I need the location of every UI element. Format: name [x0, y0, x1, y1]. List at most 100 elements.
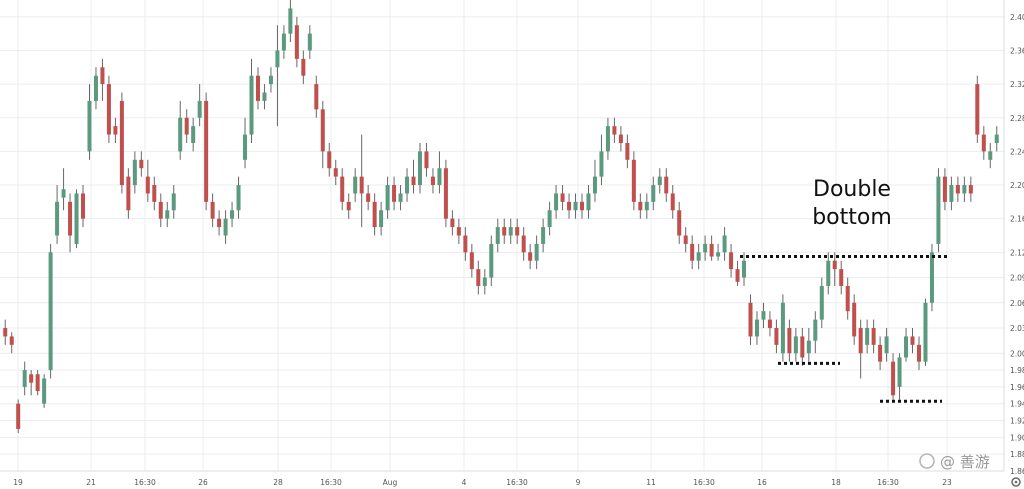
- candle-up: [223, 218, 228, 236]
- candle-down: [774, 328, 779, 345]
- candle-up: [904, 336, 909, 358]
- candle-down: [560, 193, 565, 202]
- candle-up: [489, 243, 494, 278]
- candle-down: [35, 374, 40, 392]
- candle-up: [780, 302, 785, 354]
- price-tick-label: 1.94: [1010, 400, 1024, 409]
- candle-down: [955, 185, 960, 194]
- candle-down: [158, 201, 163, 219]
- price-tick-label: 2.36: [1010, 46, 1024, 55]
- candle-up: [806, 340, 811, 354]
- candle-up: [307, 33, 312, 51]
- candle-up: [657, 176, 662, 186]
- candle-down: [767, 319, 772, 329]
- time-axis: 19 21 16:30 26 28 16:30 Aug 4 16:30 9 11 16:30 16 18 1…: [13, 478, 952, 487]
- candle-down: [113, 126, 118, 135]
- candle-up: [884, 336, 889, 354]
- price-tick-label: 2.28: [1010, 114, 1024, 123]
- candle-down: [126, 176, 131, 211]
- candle-down: [119, 100, 124, 186]
- candle-up: [281, 33, 286, 51]
- candle-up: [249, 75, 254, 135]
- time-tick-label: 16:30: [877, 478, 899, 487]
- candle-up: [288, 8, 293, 34]
- candle-up: [22, 370, 27, 387]
- time-tick-label: Aug: [383, 478, 398, 487]
- candle-down: [878, 344, 883, 362]
- candle-up: [132, 159, 137, 186]
- candle-down: [366, 193, 371, 202]
- time-tick-label: 16:30: [320, 478, 342, 487]
- time-tick-label: 9: [576, 478, 581, 487]
- candle-up: [599, 151, 604, 177]
- candle-up: [988, 151, 993, 160]
- candle-down: [528, 252, 533, 261]
- candle-up: [165, 210, 170, 219]
- price-tick-label: 2.20: [1010, 181, 1024, 190]
- candle-down: [709, 243, 714, 257]
- candle-down: [346, 201, 351, 211]
- candle-up: [275, 50, 280, 68]
- candle-down: [443, 168, 448, 219]
- candles-group: [3, 0, 999, 434]
- price-tick-label: 1.96: [1010, 383, 1024, 392]
- candle-down: [567, 201, 572, 211]
- candle-up: [923, 302, 928, 362]
- time-tick-label: 11: [646, 478, 656, 487]
- candle-up: [819, 285, 824, 320]
- candle-up: [547, 210, 552, 228]
- candle-down: [340, 176, 345, 202]
- candle-up: [48, 252, 53, 371]
- settings-gear-icon[interactable]: [1011, 477, 1021, 487]
- candle-down: [677, 210, 682, 236]
- time-tick-label: 16:30: [693, 478, 715, 487]
- candle-up: [495, 227, 500, 244]
- candle-down: [521, 235, 526, 253]
- candle-down: [68, 201, 73, 236]
- candle-down: [852, 302, 857, 337]
- time-tick-label: 19: [13, 478, 23, 487]
- time-tick-label: 16:30: [506, 478, 528, 487]
- levels-group: [740, 255, 948, 403]
- candle-down: [9, 336, 14, 345]
- candle-up: [243, 134, 248, 160]
- candle-up: [398, 193, 403, 202]
- price-tick-label: 1.88: [1010, 450, 1024, 459]
- annotation-line-2: bottom: [812, 205, 892, 230]
- candle-down: [690, 243, 695, 261]
- candle-down: [106, 84, 111, 135]
- candle-up: [716, 252, 721, 257]
- price-tick-label: 1.98: [1010, 366, 1024, 375]
- time-tick-label: 26: [198, 478, 208, 487]
- candle-down: [424, 151, 429, 169]
- candle-up: [379, 210, 384, 228]
- candle-down: [670, 193, 675, 211]
- price-tick-label: 1.92: [1010, 417, 1024, 426]
- candle-down: [891, 361, 896, 396]
- candle-up: [268, 75, 273, 85]
- candle-up: [929, 252, 934, 303]
- candle-down: [476, 269, 481, 286]
- candle-down: [683, 235, 688, 244]
- candle-up: [534, 243, 539, 261]
- candle-up: [385, 185, 390, 211]
- candle-down: [210, 201, 215, 219]
- candle-up: [93, 75, 98, 101]
- candle-down: [411, 176, 416, 186]
- candle-up: [696, 252, 701, 261]
- time-tick-label: 21: [86, 478, 96, 487]
- candle-down: [502, 227, 507, 236]
- price-tick-label: 2.03: [1010, 324, 1024, 333]
- candle-down: [139, 159, 144, 169]
- candle-down: [638, 201, 643, 211]
- candle-down: [463, 235, 468, 253]
- price-tick-label: 2.16: [1010, 215, 1024, 224]
- candle-down: [981, 134, 986, 152]
- time-tick-label: 23: [942, 478, 952, 487]
- candle-up: [586, 193, 591, 211]
- candle-up: [605, 126, 610, 152]
- candle-down: [145, 176, 150, 194]
- candle-down: [100, 67, 105, 85]
